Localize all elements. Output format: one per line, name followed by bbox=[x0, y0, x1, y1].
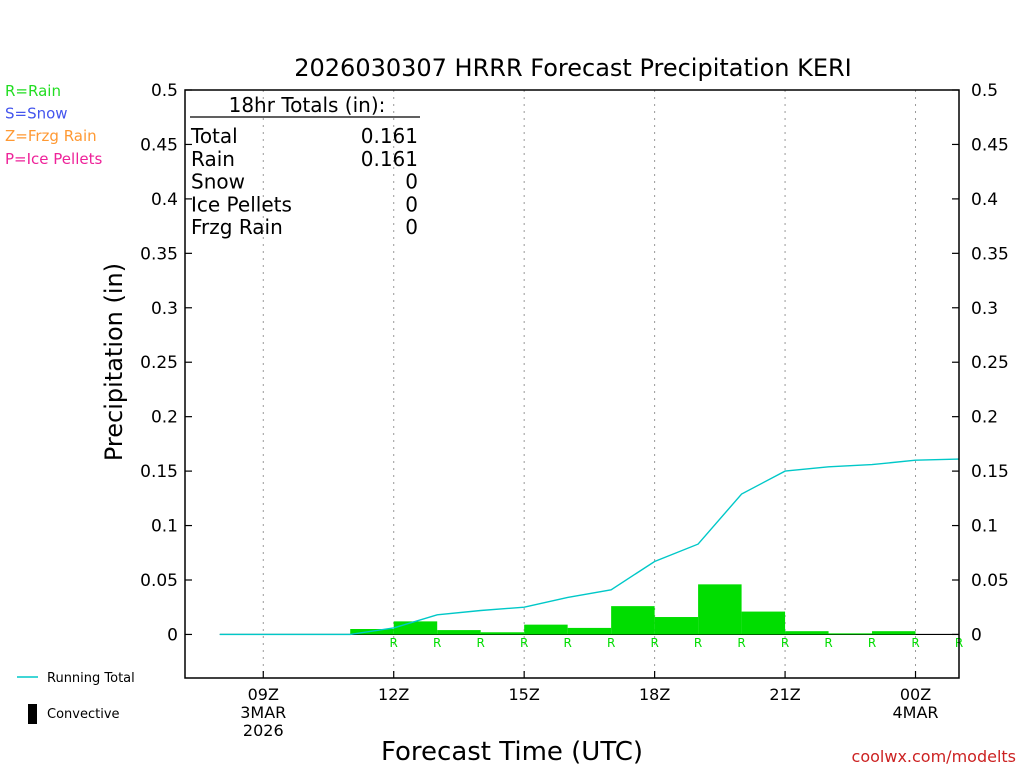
y-tick-label-right: 0.5 bbox=[971, 81, 998, 101]
x-tick-label: 15Z bbox=[509, 685, 540, 704]
ptype-marker: R bbox=[520, 636, 528, 650]
x-tick-label: 00Z bbox=[900, 685, 931, 704]
precip-bar bbox=[393, 621, 438, 635]
x-tick-label: 3MAR bbox=[240, 703, 286, 722]
y-tick-label: 0.35 bbox=[140, 244, 178, 264]
y-tick-label-right: 0.15 bbox=[971, 462, 1009, 482]
totals-header: 18hr Totals (in): bbox=[229, 93, 386, 117]
y-tick-label-right: 0.45 bbox=[971, 135, 1009, 155]
ptype-marker: R bbox=[650, 636, 658, 650]
y-tick-label: 0.2 bbox=[151, 408, 178, 428]
ptype-legend-entry: P=Ice Pellets bbox=[5, 150, 102, 168]
y-tick-label: 0.25 bbox=[140, 353, 178, 373]
bottom-legend: Running Total Convective bbox=[17, 671, 135, 724]
running-total-line bbox=[219, 458, 960, 636]
x-tick-label: 18Z bbox=[639, 685, 670, 704]
plot-frame bbox=[184, 89, 960, 679]
precip-bar bbox=[698, 584, 742, 635]
precip-bar bbox=[524, 624, 568, 635]
x-tick-label: 2026 bbox=[243, 721, 284, 740]
x-tick-label: 09Z bbox=[248, 685, 279, 704]
precip-bar bbox=[437, 630, 481, 635]
totals-row-label: Total bbox=[190, 124, 238, 148]
precip-bar bbox=[872, 631, 916, 635]
totals-row-value: 0 bbox=[405, 192, 418, 216]
y-tick-label: 0.5 bbox=[151, 81, 178, 101]
ptype-legend-entry: S=Snow bbox=[5, 105, 68, 123]
y-tick-label: 0 bbox=[167, 625, 178, 645]
y-tick-label-right: 0.05 bbox=[971, 571, 1009, 591]
y-tick-label: 0.15 bbox=[140, 462, 178, 482]
x-tick-label: 12Z bbox=[378, 685, 409, 704]
y-tick-label-right: 0.25 bbox=[971, 353, 1009, 373]
y-tick-label-right: 0.35 bbox=[971, 244, 1009, 264]
totals-row-value: 0 bbox=[405, 215, 418, 239]
y-tick-label-right: 0.2 bbox=[971, 408, 998, 428]
y-tick-label-right: 0.3 bbox=[971, 299, 998, 319]
totals-row-label: Snow bbox=[191, 170, 245, 194]
ptype-marker: R bbox=[694, 636, 702, 650]
totals-row-label: Frzg Rain bbox=[191, 215, 283, 239]
chart-title: 2026030307 HRRR Forecast Precipitation K… bbox=[294, 54, 852, 82]
ptype-marker: R bbox=[911, 636, 919, 650]
y-tick-label: 0.05 bbox=[140, 571, 178, 591]
plot-area: R R R R R R R R R R R R R R0 00.05 0.050.1 0.10.15 0.150.… bbox=[140, 81, 1009, 740]
precip-bar bbox=[654, 617, 699, 635]
y-tick-label: 0.1 bbox=[151, 517, 178, 537]
y-tick-label: 0.4 bbox=[151, 190, 178, 210]
precip-bar bbox=[567, 627, 612, 635]
convective-legend-label: Convective bbox=[47, 707, 120, 722]
ptype-marker: R bbox=[781, 636, 789, 650]
y-tick-label: 0.45 bbox=[140, 135, 178, 155]
ptype-marker: R bbox=[390, 636, 398, 650]
precip-bar bbox=[611, 606, 655, 635]
ptype-marker: R bbox=[477, 636, 485, 650]
totals-row-value: 0.161 bbox=[361, 147, 418, 171]
x-axis-label: Forecast Time (UTC) bbox=[381, 737, 643, 767]
running-total-legend-label: Running Total bbox=[47, 671, 135, 686]
y-tick-label-right: 0.1 bbox=[971, 517, 998, 537]
ptype-legend-entry: R=Rain bbox=[5, 82, 61, 100]
ptype-marker: R bbox=[563, 636, 571, 650]
precip-bar bbox=[741, 611, 786, 635]
totals-row-value: 0.161 bbox=[361, 124, 418, 148]
ptype-legend: R=Rain S=Snow Z=Frzg Rain P=Ice Pellets bbox=[5, 82, 102, 168]
ptype-marker: R bbox=[433, 636, 441, 650]
ptype-legend-entry: Z=Frzg Rain bbox=[5, 127, 97, 145]
totals-row-label: Ice Pellets bbox=[191, 192, 292, 216]
ptype-marker: R bbox=[737, 636, 745, 650]
precip-bar bbox=[785, 631, 829, 635]
convective-legend-swatch bbox=[28, 704, 37, 724]
ptype-marker: R bbox=[607, 636, 615, 650]
y-axis-label: Precipitation (in) bbox=[100, 263, 128, 461]
x-tick-label: 4MAR bbox=[892, 703, 938, 722]
ptype-marker: R bbox=[868, 636, 876, 650]
totals-row-label: Rain bbox=[191, 147, 235, 171]
precip-bar bbox=[828, 633, 873, 635]
y-tick-label: 0.3 bbox=[151, 299, 178, 319]
totals-box: 18hr Totals (in): Total 0.161 Rain 0.161 Snow… bbox=[190, 93, 420, 239]
y-tick-label-right: 0.4 bbox=[971, 190, 998, 210]
precip-bar bbox=[480, 632, 525, 635]
credit-text: coolwx.com/modelts bbox=[852, 747, 1016, 766]
y-tick-label-right: 0 bbox=[971, 625, 982, 645]
totals-row-value: 0 bbox=[405, 170, 418, 194]
ptype-marker: R bbox=[824, 636, 832, 650]
x-tick-label: 21Z bbox=[769, 685, 800, 704]
